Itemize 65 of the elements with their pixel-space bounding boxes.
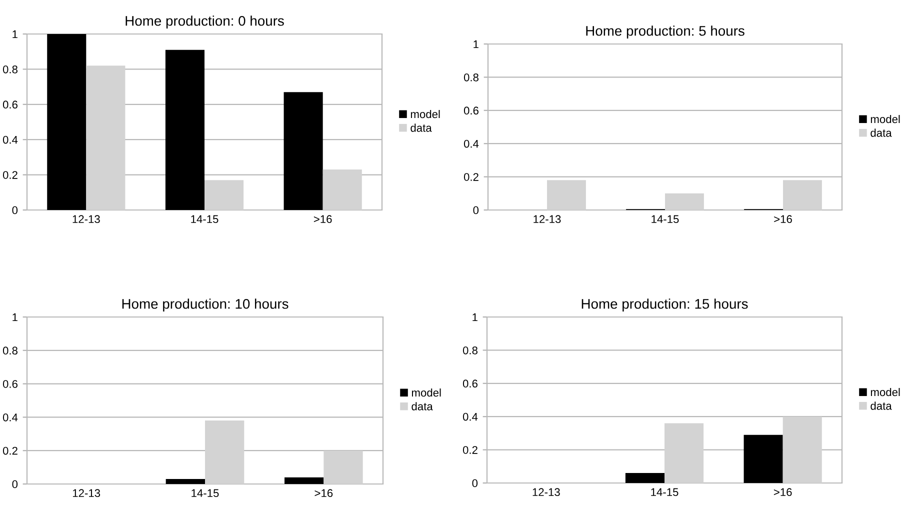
- y-tick-label: 0.6: [462, 380, 478, 388]
- bar: [625, 473, 664, 483]
- bar: [782, 416, 822, 483]
- x-tick-label: 12-13: [72, 489, 100, 498]
- bar: [204, 180, 244, 210]
- x-tick-label: >16: [314, 215, 332, 224]
- y-tick-label: 0.8: [464, 73, 478, 82]
- bar: [744, 434, 783, 483]
- bar: [322, 170, 362, 210]
- y-tick-label: 0.4: [464, 140, 479, 148]
- y-tick-label: 0.8: [2, 346, 18, 355]
- bar: [165, 50, 204, 210]
- legend-label: model: [412, 388, 441, 397]
- bar: [284, 477, 324, 484]
- bar: [86, 66, 126, 210]
- legend-label: model: [410, 110, 440, 118]
- y-tick-label: 0.2: [464, 173, 478, 181]
- bar: [284, 92, 323, 210]
- y-tick-label: 0.6: [2, 100, 18, 109]
- legend-label: data: [870, 402, 892, 410]
- x-tick-label: 14-15: [192, 489, 219, 498]
- y-tick-label: 0.2: [2, 446, 18, 455]
- bar: [166, 478, 205, 484]
- x-tick-label: 12-13: [72, 215, 100, 224]
- y-tick-label: 0: [472, 479, 478, 488]
- y-tick-label: 1: [474, 40, 478, 48]
- chart-title: Home production: 15 hours: [582, 298, 748, 312]
- x-tick-label: 14-15: [651, 488, 678, 496]
- y-tick-label: 0.4: [2, 413, 18, 422]
- x-tick-label: >16: [774, 215, 792, 224]
- y-tick-label: 0: [12, 480, 18, 488]
- y-tick-label: 1: [12, 30, 18, 38]
- y-tick-label: 0.2: [462, 446, 478, 454]
- y-tick-label: 0.4: [2, 136, 18, 144]
- x-tick-label: >16: [774, 488, 792, 496]
- y-tick-label: 0: [473, 206, 479, 214]
- bar: [547, 180, 586, 210]
- x-tick-label: 12-13: [532, 488, 560, 496]
- y-tick-label: 0.8: [462, 346, 478, 354]
- y-tick-label: 1: [12, 313, 18, 322]
- y-tick-label: 1: [472, 313, 478, 322]
- x-tick-label: 14-15: [652, 215, 679, 224]
- chart-title: Home production: 0 hours: [126, 16, 284, 29]
- bar: [664, 423, 704, 483]
- legend-label: model: [870, 114, 900, 124]
- x-tick-label: 12-13: [534, 215, 561, 224]
- legend-label: data: [410, 124, 432, 132]
- legend-label: data: [412, 402, 433, 410]
- chart-title: Home production: 5 hours: [586, 26, 744, 39]
- y-tick-label: 0.6: [464, 106, 478, 115]
- y-tick-label: 0: [12, 206, 18, 214]
- bar: [324, 450, 363, 484]
- x-tick-label: 14-15: [191, 215, 218, 224]
- y-tick-label: 0.8: [2, 65, 18, 74]
- y-tick-label: 0.6: [2, 380, 18, 388]
- y-tick-label: 0.2: [2, 171, 18, 179]
- chart-title: Home production: 10 hours: [122, 298, 288, 312]
- legend-label: model: [870, 388, 900, 396]
- bar: [665, 193, 704, 210]
- bar: [205, 420, 244, 484]
- bar: [47, 34, 86, 210]
- y-tick-label: 0.4: [462, 412, 478, 421]
- legend-label: data: [870, 128, 892, 137]
- bar: [783, 180, 822, 210]
- x-tick-label: >16: [314, 489, 333, 498]
